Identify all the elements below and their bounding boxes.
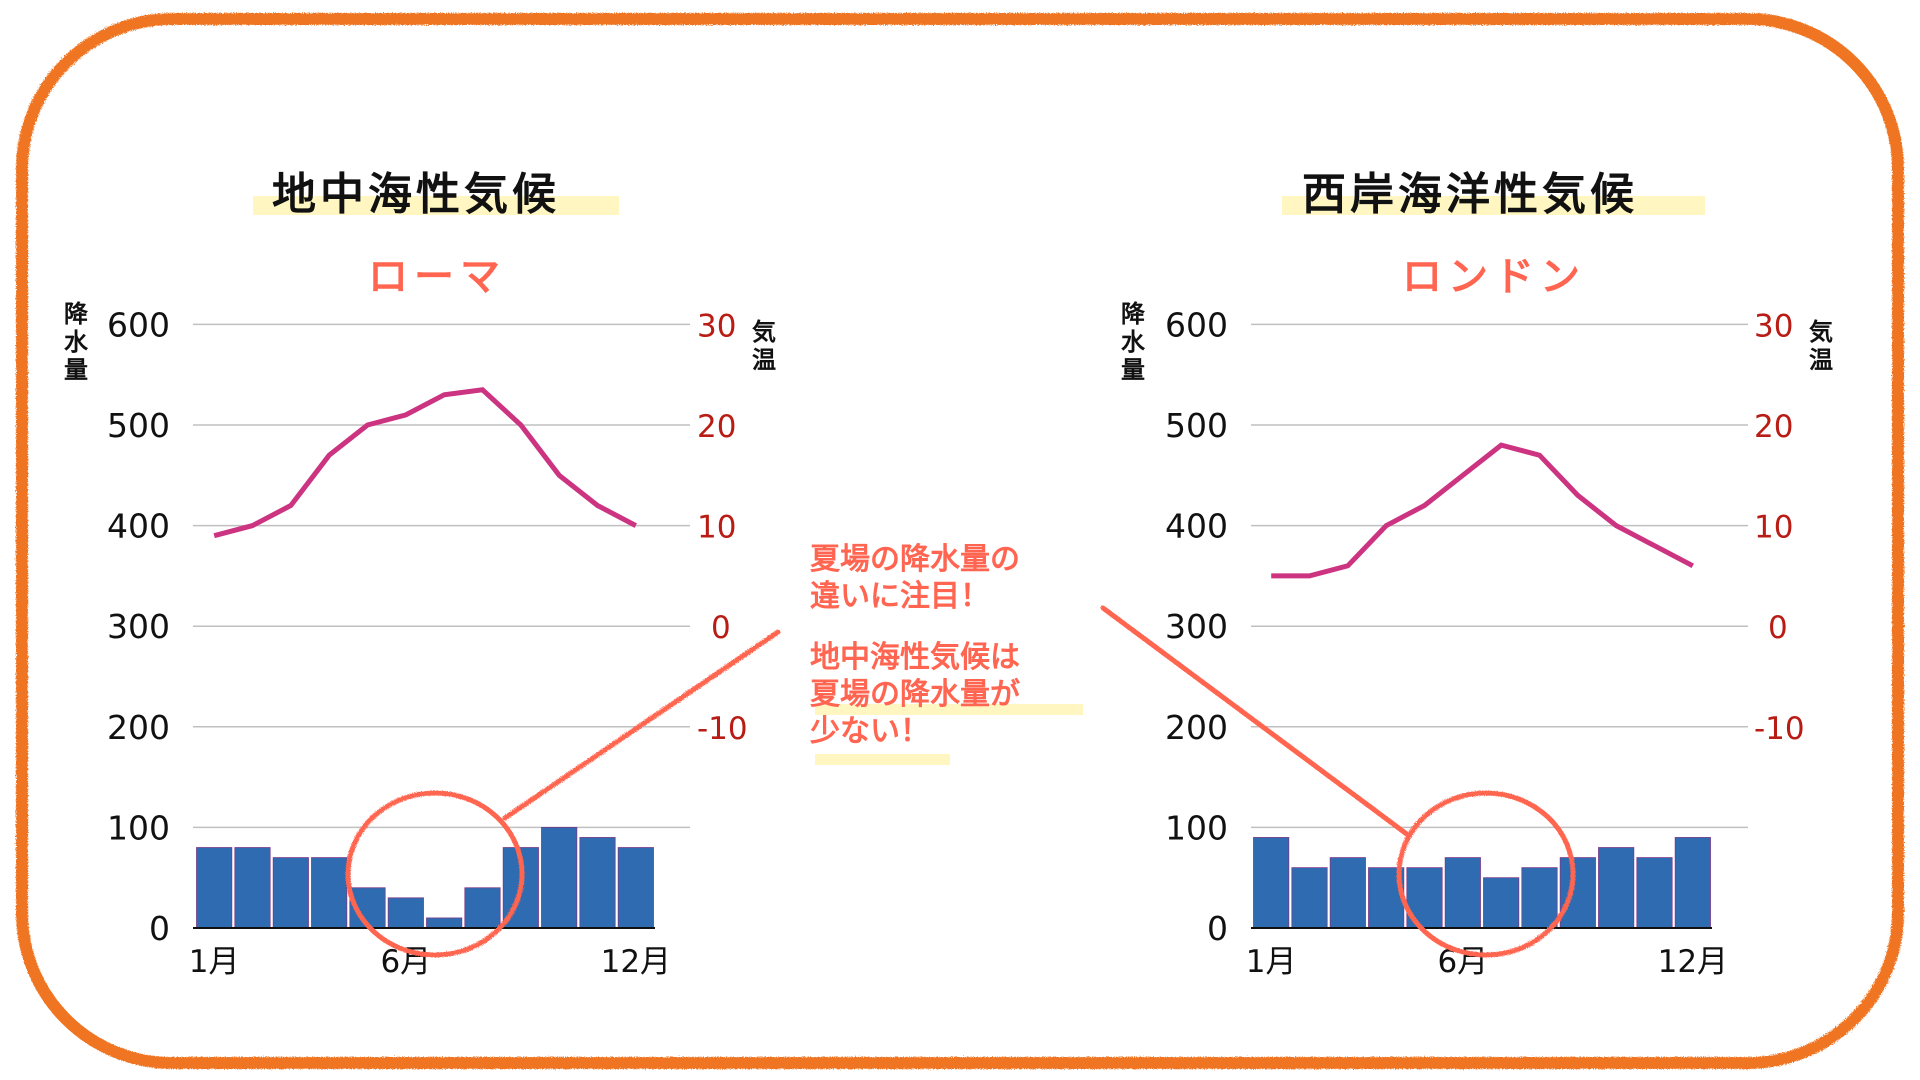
y-axis-label-char: 量 <box>1121 356 1145 384</box>
highlight-circle-london <box>1396 790 1576 958</box>
precip-bar <box>234 847 271 929</box>
y2-tick-label: 20 <box>1754 409 1793 445</box>
x-tick-label: 12月 <box>1658 944 1728 980</box>
annotation-line-4: 夏場の降水量が <box>810 677 1020 712</box>
precip-bar <box>272 857 309 929</box>
y-tick-label: 600 <box>1165 305 1228 344</box>
y2-axis-label-char: 温 <box>1809 346 1833 374</box>
connector-line-rome <box>502 629 781 821</box>
y2-axis-label-char: 温 <box>752 346 776 374</box>
climate-title-mediterranean: 地中海性気候 <box>272 169 560 220</box>
y2-axis-label-char: 気 <box>752 318 776 346</box>
connector-line-london <box>1100 605 1411 838</box>
precip-bar <box>1521 867 1558 929</box>
y-tick-label: 0 <box>149 909 170 948</box>
y-tick-label: 100 <box>1165 808 1228 847</box>
annotation-line-2: 違いに注目！ <box>810 579 990 614</box>
precip-bar <box>1483 877 1520 929</box>
precip-bar <box>617 847 654 929</box>
y-tick-label: 200 <box>1165 708 1228 747</box>
y2-tick-label: -10 <box>697 711 748 747</box>
city-label-london: ロンドン <box>1402 254 1586 300</box>
y2-tick-label: 10 <box>1754 510 1793 546</box>
y2-tick-label: 30 <box>1754 308 1793 344</box>
y2-tick-label: -10 <box>1754 711 1805 747</box>
climate-title-west-coast-marine: 西岸海洋性気候 <box>1302 169 1638 220</box>
y-axis-label-char: 降 <box>1121 300 1145 328</box>
y-axis-label-precipitation: 降 水 量 <box>61 300 91 384</box>
y-tick-label: 400 <box>107 507 170 546</box>
y2-tick-label: 0 <box>1768 610 1788 646</box>
y-axis-label-char: 水 <box>64 328 88 356</box>
y2-tick-label: 20 <box>697 409 736 445</box>
precip-bar <box>1329 857 1366 929</box>
x-tick-label: 12月 <box>601 944 671 980</box>
y-tick-label: 300 <box>107 607 170 646</box>
temperature-line <box>213 387 637 539</box>
precip-bar <box>1598 847 1635 929</box>
y2-tick-label: 30 <box>697 308 736 344</box>
y-tick-label: 600 <box>107 305 170 344</box>
precip-bar <box>1674 837 1711 929</box>
annotation-line-1: 夏場の降水量の <box>810 542 1020 577</box>
precip-bar <box>464 887 501 929</box>
y2-axis-label-temperature: 気 温 <box>749 318 779 374</box>
y-axis-label-char: 降 <box>64 300 88 328</box>
precip-bar <box>1444 857 1481 929</box>
annotation-highlight <box>815 754 950 765</box>
y-axis-label-char: 量 <box>64 356 88 384</box>
y2-tick-label: 10 <box>697 510 736 546</box>
precip-bar <box>1291 867 1328 929</box>
y2-axis-label-temperature: 気 温 <box>1806 318 1836 374</box>
city-label-rome: ローマ <box>368 254 506 300</box>
title-highlight <box>253 196 619 215</box>
y-tick-label: 400 <box>1165 507 1228 546</box>
title-highlight <box>1282 196 1705 215</box>
annotation-line-5: 少ない！ <box>810 714 930 749</box>
y2-tick-label: 0 <box>711 610 731 646</box>
precip-bar <box>541 827 578 929</box>
annotation-line-3: 地中海性気候は <box>810 640 1020 675</box>
precip-bar <box>579 837 616 929</box>
y-tick-label: 500 <box>107 406 170 445</box>
x-tick-label: 1月 <box>1246 944 1297 980</box>
precip-bar <box>196 847 233 929</box>
y-tick-label: 300 <box>1165 607 1228 646</box>
x-tick-label: 1月 <box>189 944 240 980</box>
y-tick-label: 0 <box>1207 909 1228 948</box>
y-axis-label-precipitation: 降 水 量 <box>1118 300 1148 384</box>
y-tick-label: 200 <box>107 708 170 747</box>
annotation-highlight <box>815 704 1083 715</box>
y-tick-label: 100 <box>107 808 170 847</box>
y-axis-label-char: 水 <box>1121 328 1145 356</box>
y-tick-label: 500 <box>1165 406 1228 445</box>
precip-bar <box>1636 857 1673 929</box>
highlight-circle-rome <box>345 790 525 958</box>
y2-axis-label-char: 気 <box>1809 318 1833 346</box>
temperature-line <box>1271 442 1694 579</box>
